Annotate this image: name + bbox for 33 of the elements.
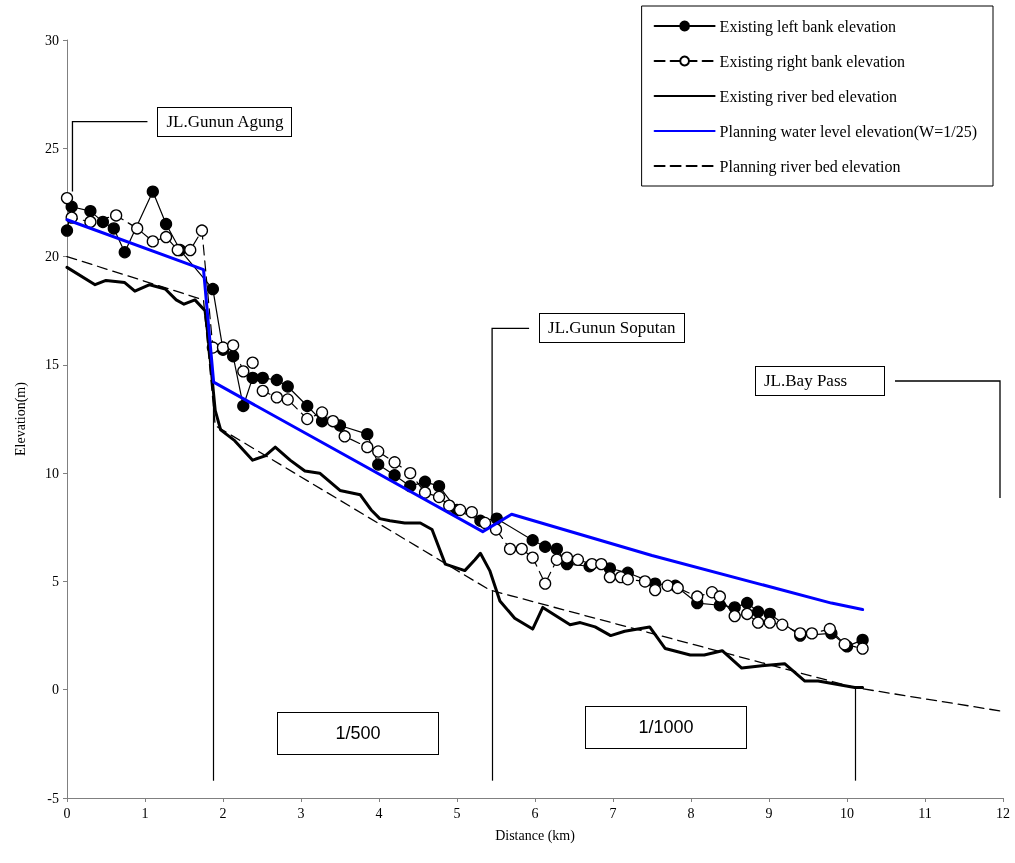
x-tick-label: 2 [219,805,227,821]
x-tick-label: 10 [840,805,854,821]
x-tick-label: 3 [297,805,305,821]
legend-label: Existing right bank elevation [719,52,905,71]
x-tick-label: 4 [375,805,383,821]
y-tick-label: 10 [45,465,59,481]
x-tick-label: 1 [141,805,149,821]
label-box: 1/500 [277,711,439,755]
x-tick-label: 5 [453,805,461,821]
legend-label: Existing left bank elevation [719,17,897,36]
y-tick-label: 5 [52,573,59,589]
label-box: 1/1000 [585,705,747,749]
x-tick-label: 9 [765,805,773,821]
y-tick-label: 25 [45,140,59,156]
label-box: JL.Gunun Agung [157,106,293,137]
x-axis-title: Distance (km) [495,827,576,844]
y-axis-title: Elevation(m) [12,381,29,456]
y-tick-label: 15 [45,357,59,373]
x-tick-label: 11 [918,805,932,821]
x-tick-label: 0 [63,805,71,821]
legend-label: Planning river bed elevation [719,157,901,176]
legend-label: Planning water level elevation(W=1/25) [719,122,978,141]
y-tick-label: 0 [52,682,59,698]
x-tick-label: 8 [687,805,695,821]
legend-label: Existing river bed elevation [719,87,897,106]
y-tick-label: 30 [45,32,59,48]
x-tick-label: 12 [996,805,1010,821]
label-box: JL.Gunun Soputan [539,313,686,344]
x-tick-label: 6 [531,805,539,821]
y-tick-label: 20 [45,249,59,265]
label-box: JL.Bay Pass [755,366,885,396]
y-tick-label: -5 [47,790,59,806]
x-tick-label: 7 [609,805,617,821]
